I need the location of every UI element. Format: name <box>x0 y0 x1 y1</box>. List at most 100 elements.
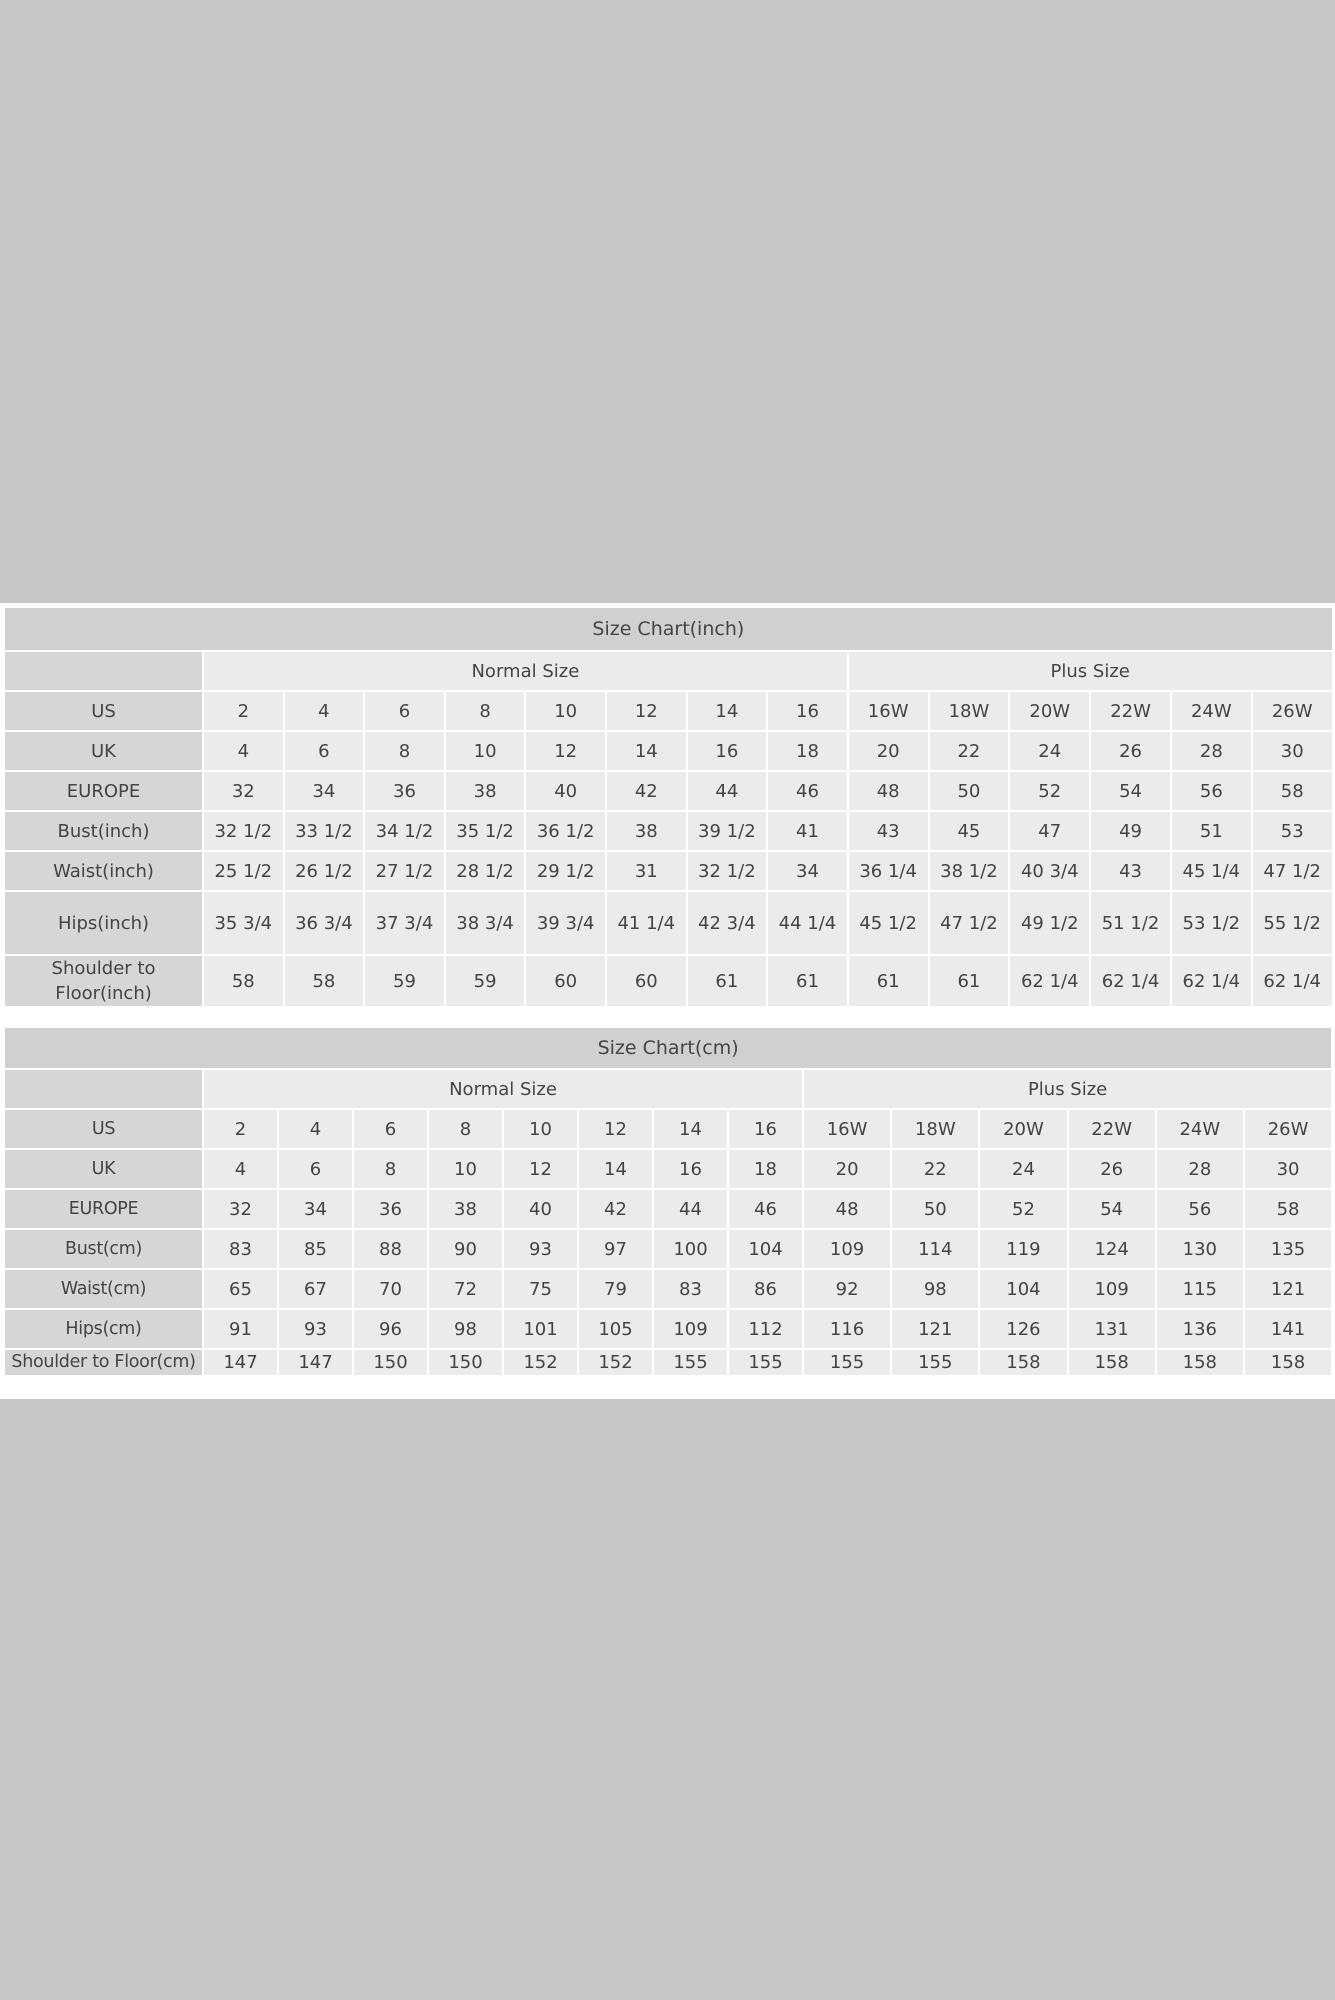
size-cell: 104 <box>978 1268 1069 1310</box>
size-cell: 49 1/2 <box>1008 890 1092 956</box>
size-cell: 22W <box>1089 690 1172 732</box>
size-cell: 42 <box>604 770 688 812</box>
size-cell: 47 <box>1008 810 1092 852</box>
size-cell: 36 1/4 <box>846 850 930 892</box>
size-cell: 53 1/2 <box>1169 890 1253 956</box>
row-label: US <box>3 1108 204 1150</box>
size-cell: 32 <box>202 770 285 812</box>
corner-cell <box>3 1068 204 1110</box>
group-normal-size: Normal Size <box>202 650 849 692</box>
size-cell: 35 3/4 <box>202 890 285 956</box>
size-cell: 25 1/2 <box>202 850 285 892</box>
size-chart-inch-table: Size Chart(inch) Normal Size Plus Size US 2 4… <box>3 606 1334 1008</box>
group-plus-size: Plus Size <box>801 1068 1334 1110</box>
size-cell: 24W <box>1154 1108 1245 1150</box>
size-cell: 51 1/2 <box>1089 890 1172 956</box>
size-cell: 121 <box>1242 1268 1334 1310</box>
size-cell: 60 <box>524 954 607 1008</box>
size-cell: 54 <box>1089 770 1172 812</box>
size-cell: 34 <box>766 850 849 892</box>
row-label: Bust(cm) <box>3 1228 204 1270</box>
row-label: US <box>3 690 204 732</box>
size-cell: 32 1/2 <box>202 810 285 852</box>
corner-cell <box>3 650 204 692</box>
table-row: Hips(inch) 35 3/4 36 3/4 37 3/4 38 3/4 39 3/4… <box>3 890 1334 956</box>
size-cell: 6 <box>282 730 366 772</box>
size-cell: 32 <box>202 1188 279 1230</box>
row-label: Shoulder to Floor(cm) <box>3 1348 204 1377</box>
size-cell: 59 <box>363 954 446 1008</box>
size-cell: 10 <box>502 1108 579 1150</box>
title-row: Size Chart(inch) <box>3 606 1334 652</box>
size-cell: 18W <box>927 690 1011 732</box>
size-cell: 59 <box>443 954 527 1008</box>
table-title: Size Chart(cm) <box>2 1026 1334 1070</box>
size-cell: 97 <box>577 1228 654 1270</box>
size-cell: 85 <box>277 1228 354 1270</box>
size-cell: 60 <box>604 954 688 1008</box>
table-row: Bust(inch) 32 1/2 33 1/2 34 1/2 35 1/2 36 1/2… <box>3 810 1334 852</box>
size-cell: 116 <box>801 1308 893 1350</box>
size-cell: 27 1/2 <box>363 850 446 892</box>
size-cell: 53 <box>1250 810 1334 852</box>
size-cell: 45 1/4 <box>1169 850 1253 892</box>
size-cell: 14 <box>652 1108 729 1150</box>
size-cell: 38 3/4 <box>443 890 527 956</box>
size-cell: 43 <box>846 810 930 852</box>
size-cell: 75 <box>502 1268 579 1310</box>
table-row: EUROPE 32 34 36 38 40 42 44 46 48 50 52 54 56 58 <box>3 1188 1334 1230</box>
size-cell: 36 3/4 <box>282 890 366 956</box>
size-cell: 30 <box>1242 1148 1334 1190</box>
size-cell: 130 <box>1154 1228 1245 1270</box>
size-cell: 16W <box>801 1108 893 1150</box>
size-cell: 6 <box>363 690 446 732</box>
size-cell: 44 <box>652 1188 729 1230</box>
size-cell: 12 <box>524 730 607 772</box>
size-cell: 52 <box>978 1188 1069 1230</box>
size-cell: 147 <box>202 1348 279 1377</box>
size-cell: 20 <box>801 1148 893 1190</box>
size-cell: 2 <box>202 690 285 732</box>
size-cell: 54 <box>1066 1188 1157 1230</box>
size-cell: 34 <box>282 770 366 812</box>
size-cell: 155 <box>727 1348 804 1377</box>
row-label: Waist(inch) <box>3 850 204 892</box>
size-cell: 72 <box>427 1268 504 1310</box>
size-cell: 22 <box>927 730 1011 772</box>
size-cell: 158 <box>1066 1348 1157 1377</box>
size-cell: 83 <box>652 1268 729 1310</box>
size-cell: 30 <box>1250 730 1334 772</box>
size-cell: 2 <box>202 1108 279 1150</box>
row-label: UK <box>3 1148 204 1190</box>
size-chart-cm-table: Size Chart(cm) Normal Size Plus Size US 2 4 6 8… <box>2 1026 1334 1377</box>
table-title: Size Chart(inch) <box>3 606 1334 652</box>
size-cell: 155 <box>890 1348 981 1377</box>
size-cell: 16 <box>685 730 769 772</box>
size-cell: 109 <box>801 1228 893 1270</box>
size-cell: 42 3/4 <box>685 890 769 956</box>
size-cell: 135 <box>1242 1228 1334 1270</box>
size-cell: 8 <box>443 690 527 732</box>
size-cell: 8 <box>352 1148 429 1190</box>
size-cell: 91 <box>202 1308 279 1350</box>
table-row: Waist(inch) 25 1/2 26 1/2 27 1/2 28 1/2 29 1/… <box>3 850 1334 892</box>
size-cell: 38 <box>443 770 527 812</box>
group-header-row: Normal Size Plus Size <box>3 650 1334 692</box>
size-cell: 92 <box>801 1268 893 1310</box>
size-cell: 33 1/2 <box>282 810 366 852</box>
size-cell: 10 <box>443 730 527 772</box>
size-cell: 39 1/2 <box>685 810 769 852</box>
size-cell: 48 <box>846 770 930 812</box>
size-cell: 39 3/4 <box>524 890 607 956</box>
group-normal-size: Normal Size <box>202 1068 804 1110</box>
size-cell: 36 <box>363 770 446 812</box>
size-cell: 20W <box>1008 690 1092 732</box>
size-cell: 46 <box>766 770 849 812</box>
size-cell: 119 <box>978 1228 1069 1270</box>
size-cell: 26W <box>1242 1108 1334 1150</box>
size-cell: 22W <box>1066 1108 1157 1150</box>
size-cell: 98 <box>427 1308 504 1350</box>
size-cell: 109 <box>652 1308 729 1350</box>
size-cell: 18W <box>890 1108 981 1150</box>
size-cell: 24 <box>978 1148 1069 1190</box>
